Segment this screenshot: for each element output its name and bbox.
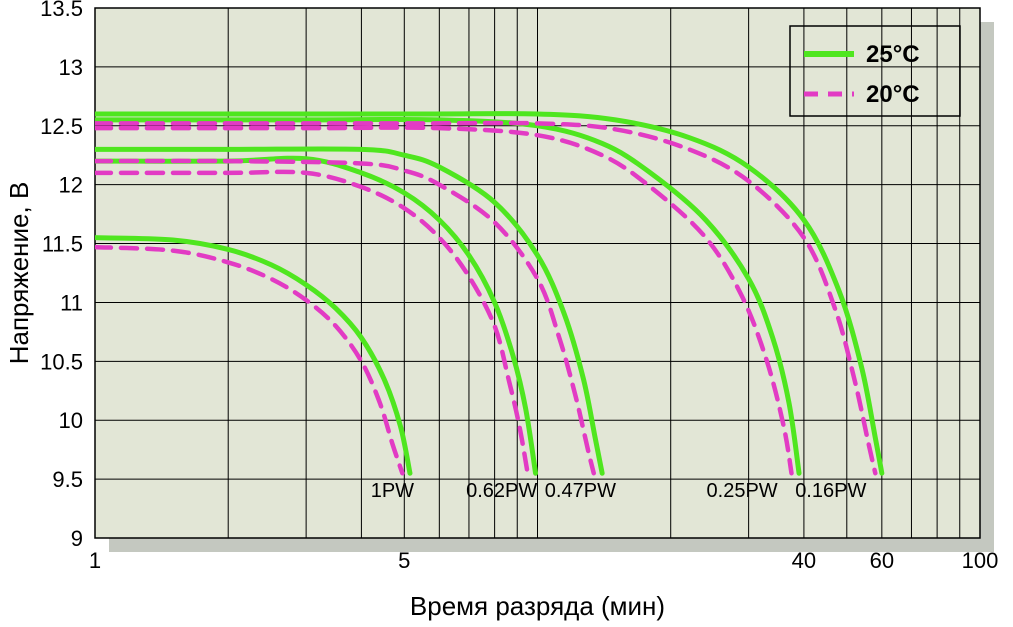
legend-label: 25°C bbox=[866, 41, 920, 68]
legend-label: 20°C bbox=[866, 81, 920, 108]
y-tick-label: 12 bbox=[59, 173, 83, 198]
y-tick-label: 11 bbox=[60, 290, 83, 315]
y-tick-label: 9 bbox=[71, 526, 83, 551]
y-tick-label: 10.5 bbox=[40, 349, 83, 374]
x-axis-label: Время разряда (мин) bbox=[410, 591, 665, 621]
discharge-chart: 1PW 0.62PW 0.47PW 0.25PW 0.16PW 1 5 40 60 100 9 9.5… bbox=[0, 0, 1013, 627]
y-axis-label: Напряжение, В bbox=[4, 182, 34, 365]
curve-label: 0.62PW bbox=[466, 480, 537, 502]
x-tick-label: 1 bbox=[89, 548, 101, 573]
curve-label: 0.16PW bbox=[795, 480, 866, 502]
x-tick-label: 100 bbox=[962, 548, 999, 573]
y-tick-label: 11.5 bbox=[42, 232, 83, 257]
y-tick-label: 12.5 bbox=[40, 114, 83, 139]
curve-label: 0.47PW bbox=[545, 480, 616, 502]
curve-label: 1PW bbox=[371, 480, 414, 502]
x-tick-label: 60 bbox=[870, 548, 894, 573]
y-tick-label: 10 bbox=[59, 408, 83, 433]
chart-container: { "layout": { "width": 1013, "height": 6… bbox=[0, 0, 1013, 627]
y-tick-label: 13.5 bbox=[40, 0, 83, 21]
x-tick-label: 40 bbox=[792, 548, 816, 573]
y-tick-label: 9.5 bbox=[52, 467, 83, 492]
grid bbox=[95, 8, 980, 538]
x-tick-label: 5 bbox=[398, 548, 410, 573]
y-tick-label: 13 bbox=[59, 55, 83, 80]
curve-label: 0.25PW bbox=[707, 480, 778, 502]
